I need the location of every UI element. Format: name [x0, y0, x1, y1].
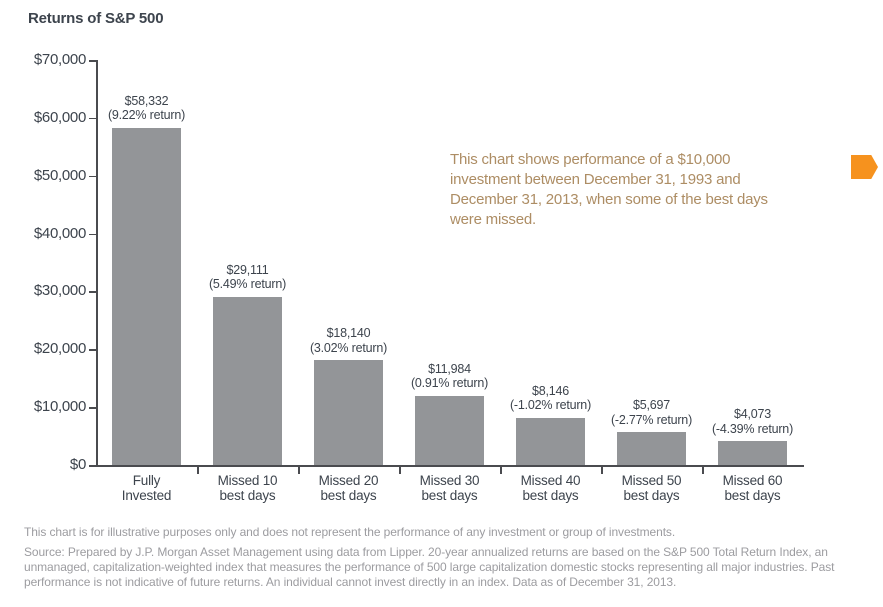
y-axis-tick-label: $50,000	[33, 166, 86, 184]
bar-missed-20-best-days	[314, 360, 383, 465]
bar-return-value: (3.02% return)	[309, 340, 388, 355]
x-axis-label-missed-10-best-days: Missed 10 best days	[168, 473, 328, 503]
disclaimer-text: This chart is for illustrative purposes …	[24, 525, 676, 539]
bar-return-value: (-2.77% return)	[610, 412, 693, 427]
y-axis-tick-label: $0	[69, 456, 86, 473]
bar-fully-invested	[112, 127, 181, 465]
x-axis-line	[96, 465, 804, 467]
bar-return-value: (-1.02% return)	[509, 398, 592, 413]
y-axis-tick	[89, 60, 96, 62]
y-axis-tick	[89, 465, 96, 467]
x-axis-label-missed-30-best-days: Missed 30 best days	[370, 473, 530, 503]
source-text: Source: Prepared by J.P. Morgan Asset Ma…	[24, 545, 835, 590]
x-label-line1: Missed 10	[217, 473, 278, 488]
bar-dollar-value: $11,984	[428, 361, 471, 376]
x-label-line1: Missed 20	[318, 473, 379, 488]
y-axis-tick	[89, 175, 96, 178]
x-label-line2: Invested	[121, 488, 172, 503]
y-axis-tick	[89, 349, 96, 351]
bar-return-value: (5.49% return)	[208, 277, 287, 292]
y-axis-tick-label: $60,000	[33, 108, 86, 126]
x-label-line2: best days	[421, 488, 478, 503]
y-axis-tick	[89, 233, 96, 236]
x-label-line1: Missed 60	[722, 473, 783, 488]
x-label-line1: Missed 40	[520, 473, 581, 488]
x-axis-label-missed-50-best-days: Missed 50 best days	[572, 473, 732, 503]
y-axis-tick-label: $70,000	[33, 51, 86, 68]
bar-dollar-value: $29,111	[226, 262, 269, 277]
page-title: Returns of S&P 500	[28, 10, 164, 27]
bar-value-label: $11,984 (0.91% return)	[370, 362, 530, 391]
bar-value-label: $4,073 (-4.39% return)	[673, 407, 833, 436]
x-axis-label-missed-40-best-days: Missed 40 best days	[471, 473, 631, 503]
x-axis-label-missed-20-best-days: Missed 20 best days	[269, 473, 429, 503]
arrow-right-icon	[851, 155, 878, 179]
x-label-line2: best days	[320, 488, 377, 503]
y-axis-tick-label: $40,000	[33, 224, 86, 242]
x-axis-tick	[197, 466, 199, 474]
bar-value-label: $29,111 (5.49% return)	[168, 263, 328, 292]
y-axis-tick-label: $10,000	[33, 398, 86, 416]
bar-missed-30-best-days	[415, 395, 484, 465]
bar-dollar-value: $58,332	[124, 93, 169, 108]
x-label-line2: best days	[522, 488, 579, 503]
x-label-line1: Missed 30	[419, 473, 480, 488]
y-axis-tick	[89, 407, 96, 409]
x-axis-tick	[500, 466, 502, 474]
x-axis-tick	[298, 466, 300, 474]
bar-return-value: (0.91% return)	[410, 376, 489, 391]
chart-annotation-text: This chart shows performance of a $10,00…	[450, 151, 768, 228]
y-axis-tick-label: $30,000	[33, 282, 86, 300]
bar-return-value: (9.22% return)	[107, 108, 186, 122]
bar-dollar-value: $5,697	[632, 398, 671, 413]
bar-dollar-value: $8,146	[531, 383, 570, 398]
bar-missed-40-best-days	[516, 417, 585, 465]
bar-dollar-value: $18,140	[326, 326, 371, 341]
x-axis-label-missed-60-best-days: Missed 60 best days	[673, 473, 833, 503]
x-label-line1: Missed 50	[621, 473, 682, 488]
y-axis-tick	[89, 117, 96, 120]
y-axis-tick-label: $20,000	[33, 340, 86, 358]
y-axis-tick	[89, 291, 96, 293]
x-axis-tick	[399, 466, 401, 474]
bar-value-label: $8,146 (-1.02% return)	[471, 384, 631, 413]
y-axis-line	[96, 60, 98, 466]
x-axis-label-fully-invested: Fully Invested	[67, 473, 227, 503]
x-label-line2: best days	[724, 488, 781, 503]
x-axis-tick	[601, 466, 603, 474]
bar-missed-50-best-days	[617, 432, 686, 465]
bar-value-label: $5,697 (-2.77% return)	[572, 398, 732, 427]
x-axis-tick	[702, 466, 704, 474]
x-label-line2: best days	[623, 488, 680, 503]
x-label-line1: Fully	[132, 473, 161, 488]
x-label-line2: best days	[219, 488, 276, 503]
bar-missed-60-best-days	[718, 441, 787, 465]
bar-missed-10-best-days	[213, 296, 282, 465]
bar-value-label: $18,140 (3.02% return)	[269, 326, 429, 355]
bar-value-label: $58,332 (9.22% return)	[67, 94, 227, 123]
bar-return-value: (-4.39% return)	[711, 421, 794, 436]
bar-dollar-value: $4,073	[733, 407, 772, 422]
